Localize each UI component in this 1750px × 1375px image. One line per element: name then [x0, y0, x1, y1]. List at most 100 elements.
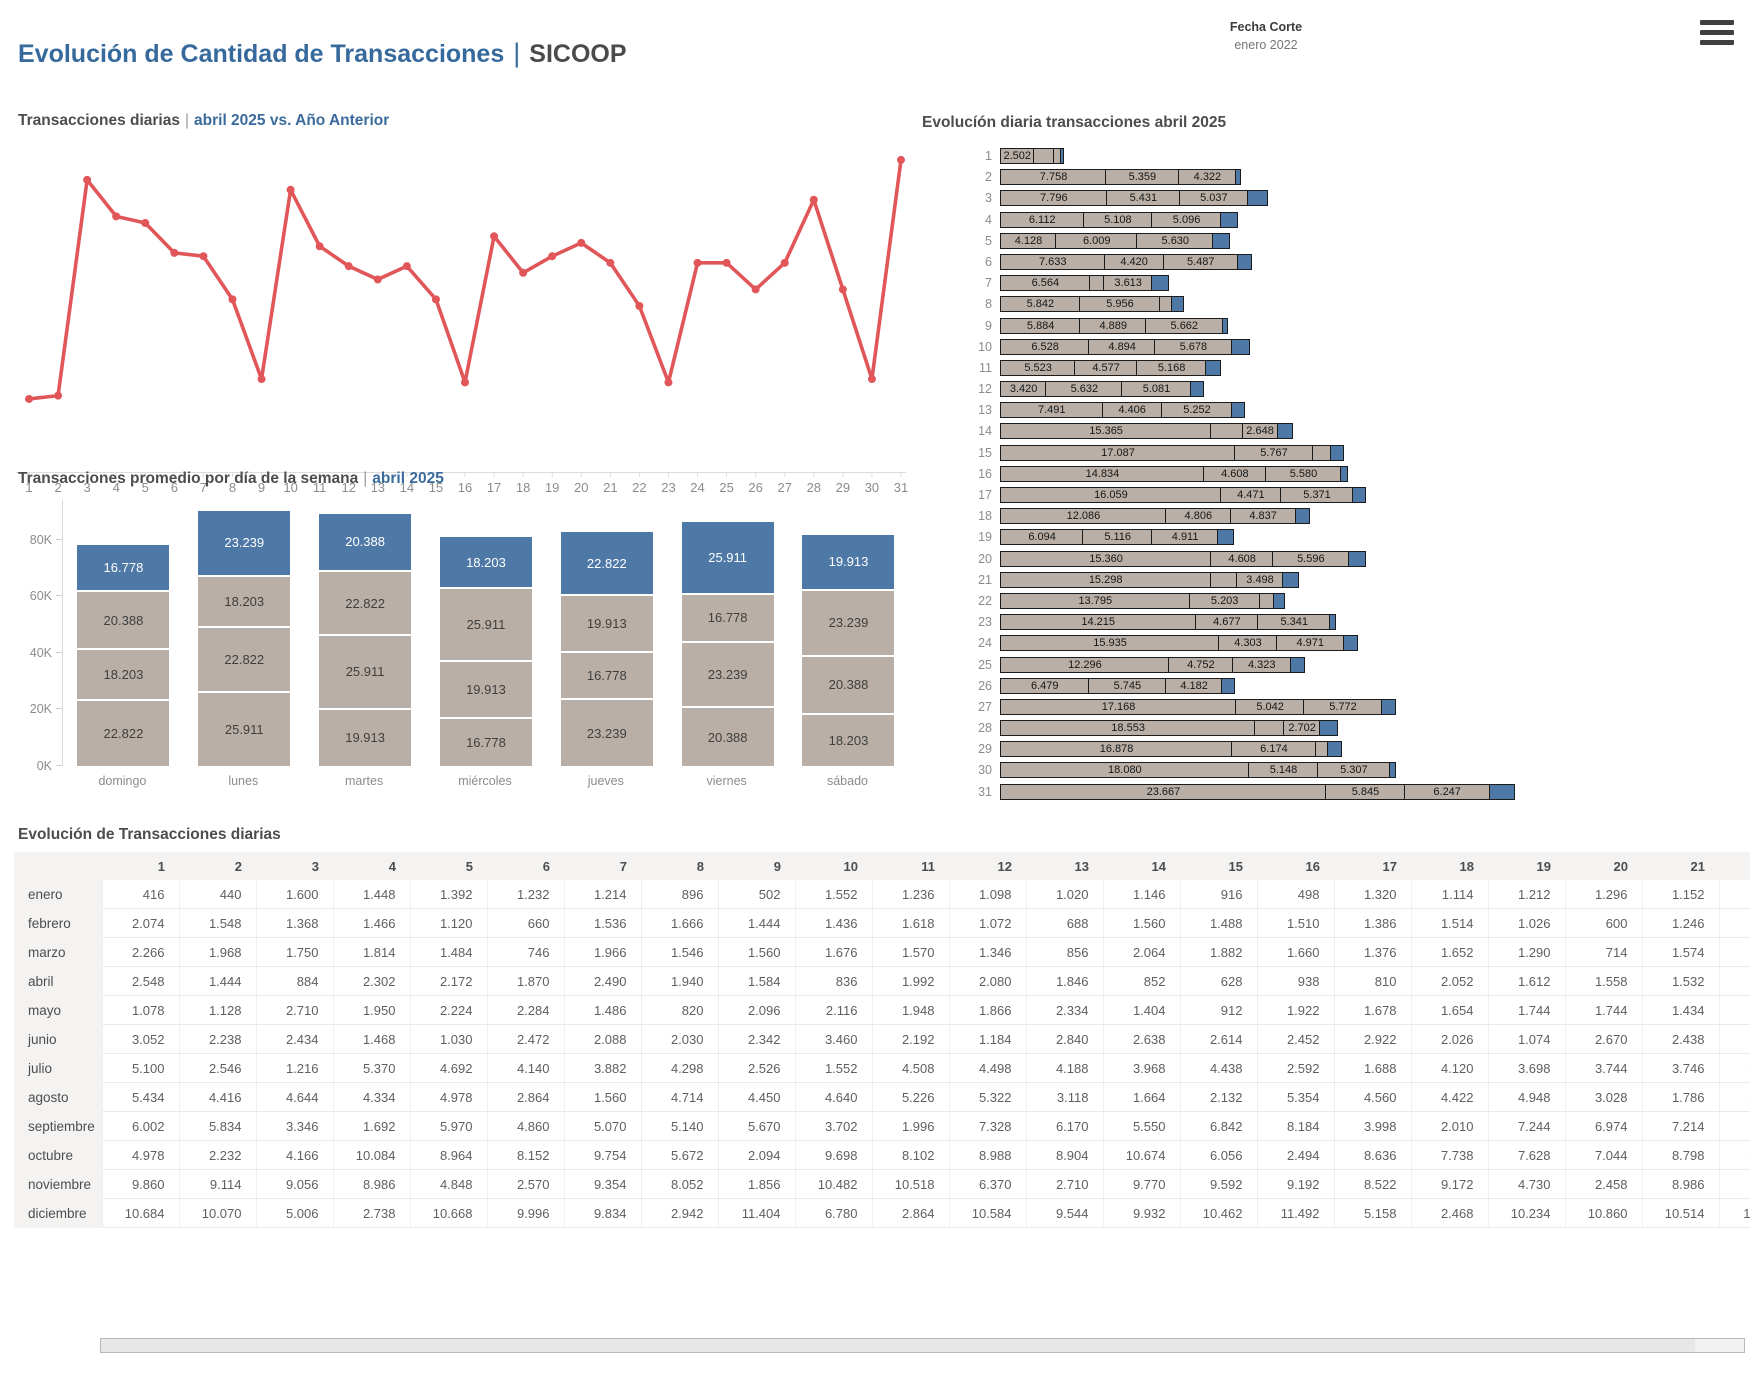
hbar-segment[interactable]: [1488, 783, 1515, 800]
hbar-segment[interactable]: 15.935: [1000, 635, 1221, 652]
horizontal-scrollbar-thumb[interactable]: [101, 1339, 1695, 1352]
hbar-segment[interactable]: 5.487: [1162, 253, 1239, 270]
hbar-segment[interactable]: 15.365: [1000, 423, 1213, 440]
hbar-segment[interactable]: [1273, 592, 1286, 609]
hbar-segment[interactable]: 2.648: [1241, 423, 1279, 440]
hbar-segment[interactable]: 4.577: [1074, 359, 1138, 376]
bar-segment[interactable]: 23.239: [802, 591, 895, 657]
hbar-segment[interactable]: [1340, 465, 1349, 482]
line-point-day-25[interactable]: [722, 258, 731, 267]
bar-segment[interactable]: 18.203: [198, 576, 291, 629]
hbar-segment[interactable]: 4.608: [1210, 550, 1274, 567]
hbar-segment[interactable]: 6.009: [1055, 232, 1139, 249]
hbar-segment[interactable]: 5.580: [1264, 465, 1342, 482]
bar-segment[interactable]: 20.388: [77, 592, 170, 650]
line-point-day-13[interactable]: [373, 275, 382, 284]
hbar-segment[interactable]: 4.471: [1220, 487, 1282, 503]
bar-segment[interactable]: 23.239: [681, 642, 774, 709]
horizontal-scrollbar[interactable]: [100, 1338, 1745, 1353]
hbar-segment[interactable]: 4.752: [1168, 656, 1234, 673]
hbar-segment[interactable]: [1329, 444, 1344, 461]
line-point-day-22[interactable]: [635, 302, 644, 310]
hbar-segment[interactable]: [1294, 508, 1310, 525]
hbar-segment[interactable]: 4.303: [1218, 635, 1278, 652]
bar-segment[interactable]: 19.913: [319, 709, 412, 766]
hbar-segment[interactable]: [1289, 656, 1305, 673]
hbar-segment[interactable]: [1236, 253, 1253, 270]
hbar-segment[interactable]: 4.420: [1103, 253, 1165, 270]
line-point-day-21[interactable]: [606, 258, 615, 267]
hbar-segment[interactable]: [1246, 190, 1268, 207]
hbar-segment[interactable]: 17.087: [1000, 444, 1236, 461]
hbar-segment[interactable]: 5.745: [1087, 677, 1168, 694]
hbar-segment[interactable]: 5.431: [1105, 190, 1181, 207]
hbar-segment[interactable]: [1189, 381, 1204, 398]
line-point-day-4[interactable]: [112, 212, 121, 221]
line-point-day-5[interactable]: [141, 219, 150, 227]
line-point-day-2[interactable]: [54, 391, 63, 400]
hbar-segment[interactable]: 5.359: [1105, 169, 1180, 186]
hbar-segment[interactable]: 18.553: [1000, 720, 1257, 737]
hbar-segment[interactable]: [1312, 444, 1332, 461]
hbar-segment[interactable]: 4.677: [1194, 614, 1260, 631]
hbar-segment[interactable]: 4.971: [1275, 635, 1345, 652]
bar-segment[interactable]: 20.388: [802, 656, 895, 715]
hbar-segment[interactable]: [1221, 677, 1235, 694]
bar-segment[interactable]: 18.203: [802, 714, 895, 766]
hbar-segment[interactable]: 4.911: [1151, 529, 1220, 546]
hbar-segment[interactable]: 5.116: [1082, 529, 1154, 546]
hbar-segment[interactable]: [1276, 423, 1294, 440]
hbar-segment[interactable]: [1219, 211, 1238, 228]
hbar-segment[interactable]: [1231, 402, 1246, 419]
line-point-day-17[interactable]: [490, 232, 499, 241]
bar-segment[interactable]: 25.911: [198, 692, 291, 766]
line-point-day-11[interactable]: [315, 242, 324, 251]
hbar-segment[interactable]: [1235, 169, 1241, 186]
bar-segment[interactable]: 19.913: [560, 596, 653, 653]
bar-segment[interactable]: 23.239: [198, 510, 291, 577]
hbar-segment[interactable]: [1217, 529, 1234, 546]
hbar-segment[interactable]: [1209, 571, 1238, 588]
line-point-day-16[interactable]: [461, 378, 469, 387]
line-point-day-27[interactable]: [780, 258, 789, 267]
bar-segment[interactable]: 18.203: [439, 537, 532, 589]
line-point-day-28[interactable]: [809, 195, 818, 204]
hbar-segment[interactable]: [1210, 423, 1244, 440]
hbar-segment[interactable]: 16.878: [1000, 741, 1234, 758]
hbar-segment[interactable]: [1212, 232, 1231, 249]
hbar-segment[interactable]: 5.307: [1317, 762, 1391, 779]
hbar-segment[interactable]: 5.371: [1279, 487, 1355, 503]
hbar-segment[interactable]: 5.341: [1257, 614, 1332, 631]
hbar-segment[interactable]: 5.523: [1000, 359, 1077, 376]
line-point-day-15[interactable]: [431, 295, 440, 304]
hbar-segment[interactable]: 4.837: [1229, 508, 1297, 525]
hbar-segment[interactable]: 3.498: [1235, 571, 1285, 588]
hbar-segment[interactable]: 3.613: [1103, 275, 1154, 292]
hbar-segment[interactable]: 6.247: [1404, 783, 1491, 800]
hbar-segment[interactable]: 4.608: [1203, 465, 1267, 482]
hbar-segment[interactable]: [1282, 571, 1299, 588]
line-point-day-24[interactable]: [693, 258, 702, 267]
hbar-segment[interactable]: 5.148: [1247, 762, 1320, 779]
hbar-segment[interactable]: [1205, 359, 1221, 376]
hbar-segment[interactable]: [1347, 550, 1366, 567]
line-point-day-18[interactable]: [519, 268, 528, 277]
bar-segment[interactable]: 16.778: [439, 718, 532, 766]
bar-segment[interactable]: 18.203: [77, 649, 170, 702]
hbar-segment[interactable]: [1254, 720, 1286, 737]
hbar-segment[interactable]: [1032, 148, 1055, 164]
bar-segment[interactable]: 25.911: [439, 588, 532, 663]
hbar-segment[interactable]: 4.806: [1165, 508, 1232, 525]
line-point-day-12[interactable]: [344, 262, 353, 271]
hbar-segment[interactable]: 15.298: [1000, 571, 1212, 588]
hbar-segment[interactable]: 5.884: [1000, 317, 1082, 334]
hbar-segment[interactable]: 4.894: [1088, 338, 1156, 355]
bar-segment[interactable]: 25.911: [681, 521, 774, 596]
bar-segment[interactable]: 22.822: [198, 628, 291, 693]
hbar-segment[interactable]: 15.360: [1000, 550, 1213, 567]
hbar-segment[interactable]: 5.596: [1272, 550, 1350, 567]
hbar-segment[interactable]: 5.203: [1188, 592, 1261, 609]
hbar-segment[interactable]: 5.678: [1154, 338, 1233, 355]
hbar-segment[interactable]: 5.842: [1000, 296, 1081, 313]
line-point-day-29[interactable]: [838, 285, 847, 294]
